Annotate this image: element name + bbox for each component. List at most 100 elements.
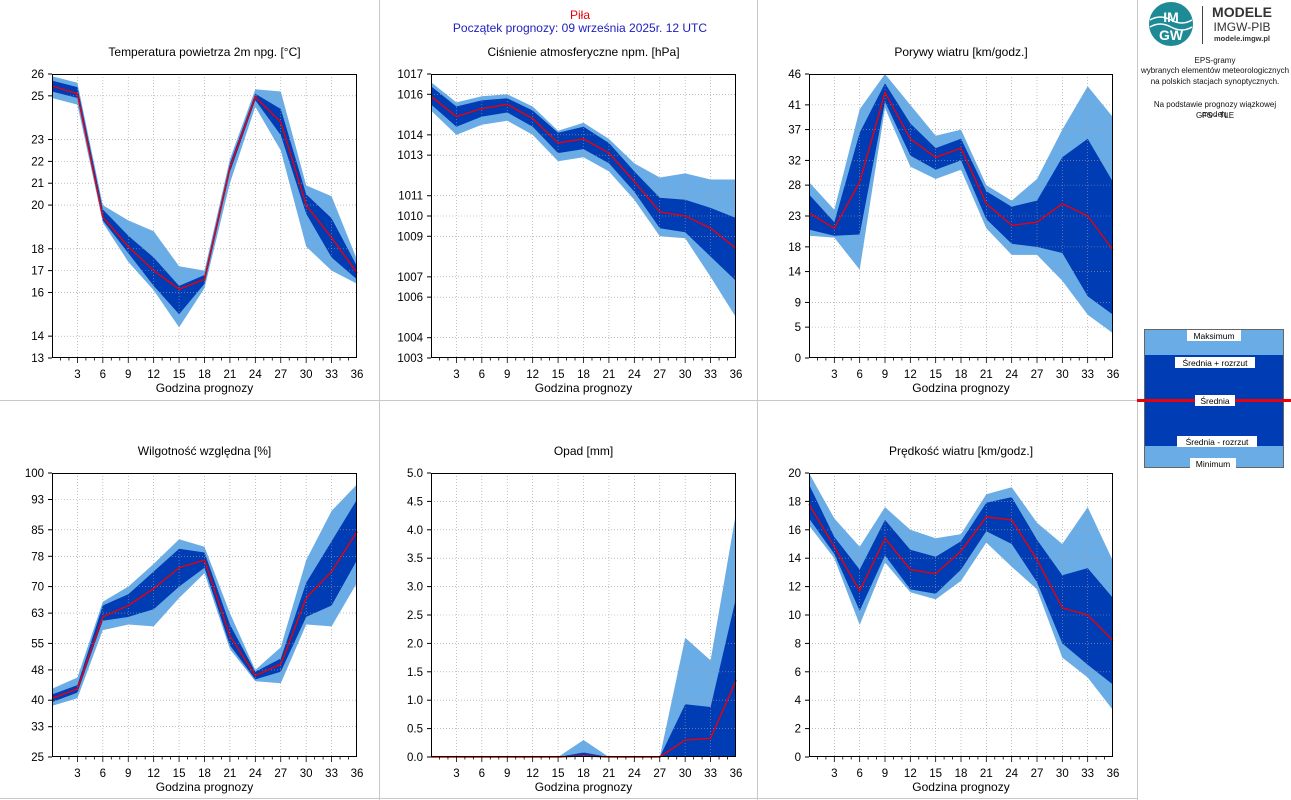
y-tick-label: 2.0 — [407, 638, 423, 650]
info-line-5: GFS - TLE — [1195, 111, 1235, 120]
x-tick-label: 21 — [603, 768, 616, 780]
x-tick-label: 27 — [1031, 369, 1044, 381]
info-line-2: wybranych elementów meteorologicznych — [1140, 66, 1290, 75]
logo-url: modele.imgw.pl — [1214, 34, 1270, 43]
y-tick-label: 1009 — [397, 231, 423, 243]
x-axis-label: Godzina prognozy — [535, 780, 632, 794]
plot-frame — [809, 473, 1113, 757]
y-tick-label: 37 — [788, 125, 801, 137]
x-tick-label: 33 — [1081, 369, 1094, 381]
y-tick-label: 70 — [31, 582, 44, 594]
x-axis-label: Godzina prognozy — [156, 381, 253, 395]
y-tick-label: 1004 — [397, 333, 423, 345]
y-tick-label: 4.0 — [407, 525, 423, 537]
y-tick-label: 16 — [31, 287, 44, 299]
y-tick-label: 4.5 — [407, 496, 423, 508]
y-tick-label: 1010 — [397, 211, 423, 223]
x-axis-label: Godzina prognozy — [912, 381, 1009, 395]
y-tick-label: 25 — [31, 752, 44, 764]
plot-frame — [431, 74, 736, 358]
logo-globe-icon — [1149, 2, 1193, 46]
y-tick-label: 0.5 — [407, 724, 423, 736]
y-tick-label: 23 — [31, 135, 44, 147]
chart-title: Wilgotność względna [%] — [138, 444, 271, 458]
y-tick-label: 2 — [795, 724, 801, 736]
x-tick-label: 36 — [730, 768, 743, 780]
x-tick-label: 36 — [351, 768, 364, 780]
y-tick-label: 100 — [25, 468, 44, 480]
x-tick-label: 30 — [300, 369, 313, 381]
chart-title: Temperatura powietrza 2m npg. [°C] — [108, 45, 300, 59]
info-line-1: EPS-gramy — [1194, 56, 1236, 65]
x-tick-label: 18 — [577, 768, 590, 780]
y-tick-label: 3.0 — [407, 582, 423, 594]
y-tick-label: 10 — [788, 610, 801, 622]
grid — [52, 473, 357, 757]
y-tick-label: 1013 — [397, 150, 423, 162]
y-tick-label: 18 — [788, 496, 801, 508]
x-tick-label: 27 — [274, 768, 287, 780]
x-tick-label: 24 — [1005, 768, 1018, 780]
x-tick-label: 18 — [198, 369, 211, 381]
chart-title: Porywy wiatru [km/godz.] — [894, 45, 1027, 59]
x-tick-label: 33 — [704, 768, 717, 780]
x-axis-label: Godzina prognozy — [535, 381, 632, 395]
y-tick-label: 0 — [795, 752, 801, 764]
x-tick-label: 33 — [1081, 768, 1094, 780]
y-tick-label: 1006 — [397, 292, 423, 304]
y-tick-label: 1003 — [397, 353, 423, 365]
x-tick-label: 24 — [249, 768, 262, 780]
x-tick-label: 12 — [904, 768, 917, 780]
y-tick-label: 14 — [788, 553, 801, 565]
y-tick-label: 18 — [788, 242, 801, 254]
x-tick-label: 12 — [904, 369, 917, 381]
y-tick-label: 22 — [31, 156, 44, 168]
band-spread — [809, 83, 1113, 315]
logo-brand: MODELE — [1212, 4, 1272, 20]
y-tick-label: 78 — [31, 551, 44, 563]
x-tick-label: 24 — [1005, 369, 1018, 381]
x-tick-label: 27 — [1031, 768, 1044, 780]
chart-6: Prędkość wiatru [km/godz.]02468101214161… — [788, 444, 1119, 794]
x-tick-label: 3 — [74, 369, 80, 381]
chart-title: Prędkość wiatru [km/godz.] — [889, 444, 1033, 458]
mean-line — [808, 90, 1114, 251]
y-tick-label: 41 — [788, 100, 801, 112]
x-tick-label: 24 — [628, 369, 641, 381]
y-tick-label: 1.0 — [407, 695, 423, 707]
plot-frame — [52, 74, 357, 358]
y-tick-label: 4 — [795, 695, 802, 707]
y-tick-label: 3.5 — [407, 553, 423, 565]
x-tick-label: 9 — [504, 369, 510, 381]
x-tick-label: 33 — [704, 369, 717, 381]
logo-text-1: IM — [1163, 9, 1179, 25]
forecast-start: Początek prognozy: 09 września 2025r. 12… — [452, 21, 708, 35]
charts-layer: Temperatura powietrza 2m npg. [°C] 13 14 16… — [25, 45, 1120, 794]
y-tick-label: 13 — [31, 353, 44, 365]
x-tick-label: 15 — [552, 369, 565, 381]
legend: Maksimum Średnia + rozrzut Średnia Średn… — [1137, 329, 1291, 469]
x-tick-label: 9 — [882, 768, 888, 780]
y-tick-label: 6 — [795, 667, 801, 679]
chart-2: Ciśnienie atmosferyczne npm. [hPa] 1003 10… — [397, 45, 742, 395]
y-tick-label: 1017 — [397, 69, 423, 81]
legend-mean-plus: Średnia + rozrzut — [1183, 357, 1249, 368]
y-tick-label: 20 — [788, 468, 801, 480]
x-tick-label: 15 — [173, 768, 186, 780]
y-tick-label: 16 — [788, 525, 801, 537]
x-tick-label: 6 — [479, 768, 485, 780]
y-tick-label: 63 — [31, 608, 44, 620]
x-tick-label: 9 — [882, 369, 888, 381]
x-tick-label: 33 — [325, 768, 338, 780]
x-tick-label: 15 — [552, 768, 565, 780]
y-tick-label: 25 — [31, 91, 44, 103]
legend-max: Maksimum — [1193, 331, 1234, 341]
chart-1: Temperatura powietrza 2m npg. [°C] 13 14 16… — [31, 45, 363, 395]
x-tick-label: 21 — [980, 768, 993, 780]
y-tick-label: 5 — [795, 322, 801, 334]
y-tick-label: 17 — [31, 266, 44, 278]
y-tick-label: 28 — [788, 180, 801, 192]
info-line-4: Na podstawie prognozy wiązkowej modelu — [1153, 100, 1277, 119]
logo-text-2: GW — [1159, 27, 1184, 43]
x-tick-label: 24 — [249, 369, 262, 381]
